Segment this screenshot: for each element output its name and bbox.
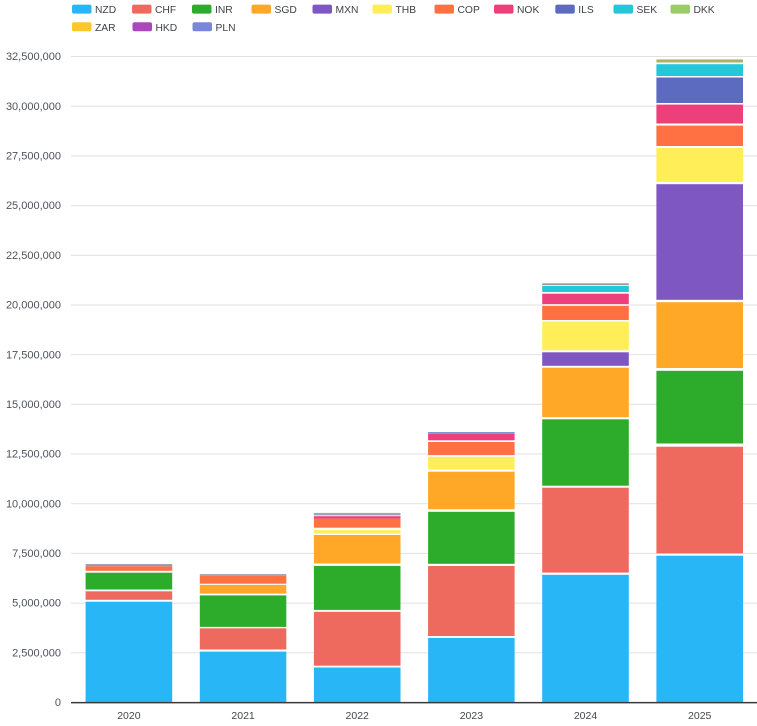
svg-text:DKK: DKK <box>694 5 715 16</box>
svg-text:THB: THB <box>396 5 417 16</box>
svg-text:2020: 2020 <box>117 710 141 722</box>
svg-text:17,500,000: 17,500,000 <box>6 349 61 361</box>
svg-text:2,500,000: 2,500,000 <box>12 647 61 659</box>
svg-text:SEK: SEK <box>637 5 658 16</box>
svg-text:ZAR: ZAR <box>95 23 116 34</box>
svg-text:27,500,000: 27,500,000 <box>6 151 61 163</box>
svg-text:MXN: MXN <box>336 5 359 16</box>
svg-text:PLN: PLN <box>216 23 236 34</box>
svg-text:10,000,000: 10,000,000 <box>6 498 61 510</box>
svg-text:32,500,000: 32,500,000 <box>6 51 61 63</box>
svg-text:SGD: SGD <box>275 5 297 16</box>
svg-text:20,000,000: 20,000,000 <box>6 300 61 312</box>
svg-text:22,500,000: 22,500,000 <box>6 250 61 262</box>
svg-text:HKD: HKD <box>156 23 178 34</box>
svg-text:2023: 2023 <box>460 710 484 722</box>
svg-text:2025: 2025 <box>688 710 712 722</box>
svg-text:2021: 2021 <box>231 710 255 722</box>
svg-text:0: 0 <box>55 697 61 709</box>
svg-text:25,000,000: 25,000,000 <box>6 200 61 212</box>
svg-text:12,500,000: 12,500,000 <box>6 449 61 461</box>
svg-text:15,000,000: 15,000,000 <box>6 399 61 411</box>
svg-text:NOK: NOK <box>517 5 539 16</box>
svg-text:COP: COP <box>458 5 480 16</box>
svg-text:NZD: NZD <box>95 5 116 16</box>
svg-text:7,500,000: 7,500,000 <box>12 548 61 560</box>
svg-text:5,000,000: 5,000,000 <box>12 598 61 610</box>
svg-text:30,000,000: 30,000,000 <box>6 101 61 113</box>
svg-text:INR: INR <box>215 5 233 16</box>
svg-text:ILS: ILS <box>578 5 594 16</box>
svg-text:2024: 2024 <box>574 710 598 722</box>
svg-text:2022: 2022 <box>346 710 370 722</box>
svg-text:CHF: CHF <box>155 5 176 16</box>
